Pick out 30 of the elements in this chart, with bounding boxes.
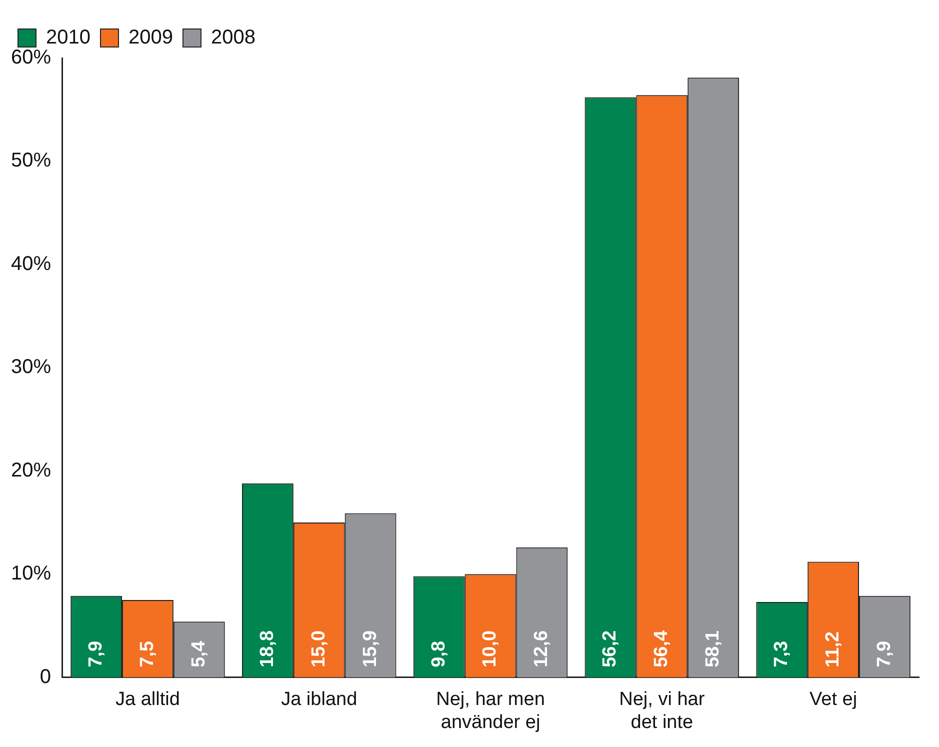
x-tick-label: Ja alltid xyxy=(116,689,180,710)
x-tick-label: Vet ej xyxy=(810,689,858,710)
y-tick-label: 30% xyxy=(11,356,52,378)
y-tick-label: 60% xyxy=(11,46,52,69)
data-label: 56,2 xyxy=(600,630,621,668)
data-label: 15,9 xyxy=(360,630,381,668)
data-label: 12,6 xyxy=(531,630,552,668)
data-label: 9,8 xyxy=(428,640,450,668)
data-label: 15,0 xyxy=(308,630,330,668)
y-tick-label: 0 xyxy=(40,666,52,688)
data-label: 10,0 xyxy=(480,630,501,668)
y-tick-label: 10% xyxy=(11,562,52,585)
data-label: 18,8 xyxy=(256,630,278,668)
data-label: 7,5 xyxy=(136,640,158,668)
data-label: 7,3 xyxy=(771,640,792,668)
y-tick-label: 50% xyxy=(11,150,52,172)
data-label: 58,1 xyxy=(702,630,724,668)
y-tick-label: 40% xyxy=(11,252,52,275)
legend-label: 2008 xyxy=(210,26,256,49)
legend-label: 2009 xyxy=(128,26,173,49)
legend-label: 2010 xyxy=(46,26,90,49)
data-label: 11,2 xyxy=(822,631,844,668)
data-label: 5,4 xyxy=(188,640,210,668)
x-tick-label: Nej, har men använder ej xyxy=(436,689,545,733)
data-label: 56,4 xyxy=(651,630,672,668)
data-label: 7,9 xyxy=(86,640,107,668)
data-label: 7,9 xyxy=(874,640,895,668)
x-tick-label: Nej, vi har det inte xyxy=(619,689,706,733)
x-tick-label: Ja ibland xyxy=(281,689,358,710)
y-tick-label: 20% xyxy=(11,459,52,482)
